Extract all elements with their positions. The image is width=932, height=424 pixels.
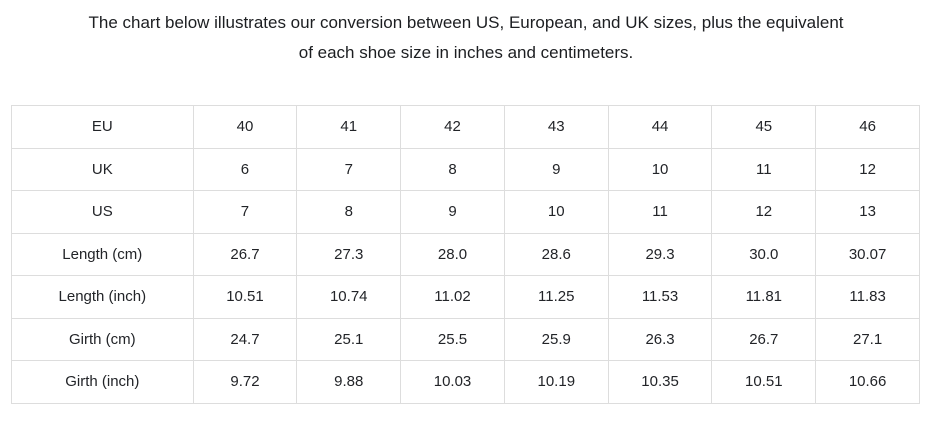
table-cell: 7 bbox=[296, 147, 402, 191]
page-title-line-2: of each shoe size in inches and centimet… bbox=[298, 43, 634, 62]
table-cell: 27.3 bbox=[296, 232, 402, 276]
table-cell: 8 bbox=[400, 147, 505, 191]
table-cell: 28.6 bbox=[503, 232, 609, 276]
table-row-girth-inch: Girth (inch) 9.72 9.88 10.03 10.19 10.35… bbox=[11, 360, 920, 404]
table-cell: 10.66 bbox=[815, 360, 920, 404]
table-cell: 11.02 bbox=[400, 275, 505, 319]
table-cell: 9.72 bbox=[192, 360, 298, 404]
table-cell: 43 bbox=[503, 105, 609, 149]
table-row-eu: EU 40 41 42 43 44 45 46 bbox=[11, 105, 920, 149]
row-label: US bbox=[11, 190, 194, 234]
page: The chart below illustrates our conversi… bbox=[0, 0, 932, 404]
table-cell: 26.3 bbox=[607, 317, 713, 361]
table-cell: 7 bbox=[192, 190, 298, 234]
size-conversion-table: EU 40 41 42 43 44 45 46 UK 6 7 8 9 10 11… bbox=[11, 105, 920, 404]
table-cell: 10.35 bbox=[607, 360, 713, 404]
table-cell: 28.0 bbox=[400, 232, 505, 276]
table-cell: 24.7 bbox=[192, 317, 298, 361]
table-cell: 25.9 bbox=[503, 317, 609, 361]
table-cell: 11.53 bbox=[607, 275, 713, 319]
row-label: EU bbox=[11, 105, 194, 149]
row-label: Girth (inch) bbox=[11, 360, 194, 404]
table-cell: 27.1 bbox=[815, 317, 920, 361]
table-cell: 45 bbox=[711, 105, 817, 149]
row-label: Length (cm) bbox=[11, 232, 194, 276]
table-row-uk: UK 6 7 8 9 10 11 12 bbox=[11, 147, 920, 191]
table-cell: 41 bbox=[296, 105, 402, 149]
row-label: Girth (cm) bbox=[11, 317, 194, 361]
table-cell: 11 bbox=[607, 190, 713, 234]
table-row-us: US 7 8 9 10 11 12 13 bbox=[11, 190, 920, 234]
table-cell: 30.07 bbox=[815, 232, 920, 276]
table-cell: 40 bbox=[192, 105, 298, 149]
table-cell: 10 bbox=[503, 190, 609, 234]
table-cell: 10.51 bbox=[192, 275, 298, 319]
table-cell: 25.1 bbox=[296, 317, 402, 361]
table-cell: 11.81 bbox=[711, 275, 817, 319]
table-cell: 26.7 bbox=[192, 232, 298, 276]
table-cell: 29.3 bbox=[607, 232, 713, 276]
table-cell: 9 bbox=[503, 147, 609, 191]
table-cell: 13 bbox=[815, 190, 920, 234]
table-cell: 11 bbox=[711, 147, 817, 191]
table-cell: 10.03 bbox=[400, 360, 505, 404]
row-label: UK bbox=[11, 147, 194, 191]
table-cell: 9.88 bbox=[296, 360, 402, 404]
table-cell: 10.19 bbox=[503, 360, 609, 404]
table-cell: 46 bbox=[815, 105, 920, 149]
row-label: Length (inch) bbox=[11, 275, 194, 319]
table-row-length-cm: Length (cm) 26.7 27.3 28.0 28.6 29.3 30.… bbox=[11, 232, 920, 276]
table-cell: 44 bbox=[607, 105, 713, 149]
table-cell: 6 bbox=[192, 147, 298, 191]
table-cell: 11.83 bbox=[815, 275, 920, 319]
table-cell: 10.74 bbox=[296, 275, 402, 319]
table-row-length-inch: Length (inch) 10.51 10.74 11.02 11.25 11… bbox=[11, 275, 920, 319]
page-title: The chart below illustrates our conversi… bbox=[0, 0, 932, 68]
table-cell: 26.7 bbox=[711, 317, 817, 361]
table-cell: 12 bbox=[711, 190, 817, 234]
table-cell: 9 bbox=[400, 190, 505, 234]
table-cell: 11.25 bbox=[503, 275, 609, 319]
table-cell: 42 bbox=[400, 105, 505, 149]
table-cell: 30.0 bbox=[711, 232, 817, 276]
table-cell: 10 bbox=[607, 147, 713, 191]
page-title-line-1: The chart below illustrates our conversi… bbox=[88, 13, 844, 32]
table-cell: 10.51 bbox=[711, 360, 817, 404]
table-cell: 25.5 bbox=[400, 317, 505, 361]
table-cell: 8 bbox=[296, 190, 402, 234]
table-row-girth-cm: Girth (cm) 24.7 25.1 25.5 25.9 26.3 26.7… bbox=[11, 317, 920, 361]
table-cell: 12 bbox=[815, 147, 920, 191]
